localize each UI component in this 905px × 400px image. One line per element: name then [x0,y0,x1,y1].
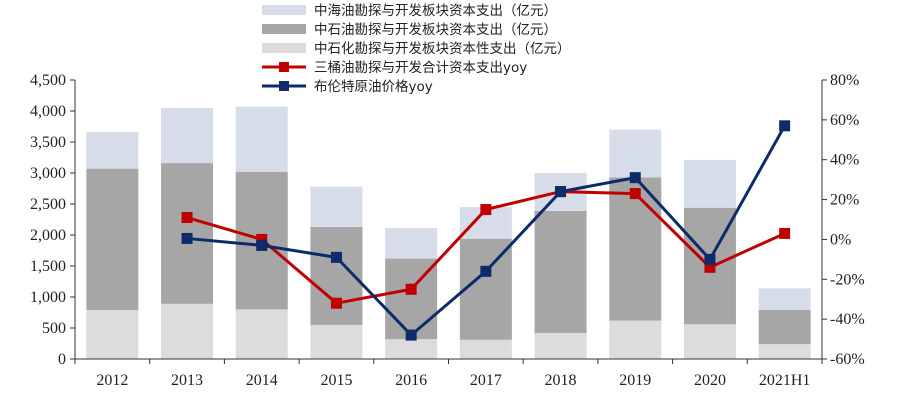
left-tick-label: 1,000 [30,289,66,306]
x-tick-label: 2021H1 [759,372,811,389]
bar-segment-0-2012 [86,310,139,359]
bar-segment-0-2013 [161,303,214,359]
bar-segment-0-2021H1 [758,344,811,359]
legend-swatch-0 [262,5,306,15]
line-point-1-2014 [256,239,268,251]
right-tick-label: 0% [830,231,851,248]
bar-segment-2-2015 [310,186,363,227]
line-point-1-2021H1 [779,120,791,132]
legend-label-0: 中海油勘探与开发板块资本支出（亿元） [314,3,557,19]
line-point-1-2017 [480,265,492,277]
left-tick-label: 4,000 [30,103,66,120]
legend-label-4: 布伦特原油价格yoy [314,79,433,95]
x-tick-label: 2014 [246,372,278,389]
line-point-1-2020 [704,253,716,265]
line-point-0-2016 [405,283,417,295]
bar-segment-2-2013 [161,107,214,164]
bar-segment-1-2021H1 [758,310,811,345]
bar-segment-1-2017 [459,238,512,340]
line-point-1-2018 [555,186,567,198]
line-point-1-2015 [330,251,342,263]
legend-swatch-1 [262,24,306,34]
right-tick-label: -20% [830,271,865,288]
left-tick-label: 3,500 [30,134,66,151]
left-tick-label: 0 [58,351,66,368]
right-tick-label: -60% [830,351,865,368]
bar-segment-2-2020 [683,159,736,208]
legend-label-3: 三桶油勘探与开发合计资本支出yoy [314,60,527,76]
left-tick-label: 500 [42,320,66,337]
x-tick-label: 2017 [470,372,502,389]
bar-segment-1-2018 [534,210,587,333]
bar-segment-0-2016 [385,339,438,359]
bar-segment-2-2012 [86,132,139,169]
bar-segment-0-2015 [310,324,363,359]
bar-segment-0-2014 [235,309,288,359]
bar-segment-2-2021H1 [758,288,811,311]
x-tick-label: 2020 [694,372,726,389]
bar-segment-2-2014 [235,106,288,172]
left-tick-label: 1,500 [30,258,66,275]
x-tick-label: 2015 [320,372,352,389]
legend-swatch-2 [262,43,306,53]
legend-marker-4 [279,81,289,91]
x-tick-label: 2012 [96,372,128,389]
line-point-0-2014 [256,233,268,245]
bars-layer [86,106,811,359]
legend-label-2: 中石化勘探与开发板块资本性支出（亿元） [314,41,571,57]
line-point-0-2017 [480,204,492,216]
line-point-0-2019 [629,188,641,200]
x-tick-label: 2013 [171,372,203,389]
line-point-0-2021H1 [779,227,791,239]
bar-segment-1-2012 [86,168,139,311]
left-tick-label: 4,500 [30,72,66,89]
axes-layer: 0 500 1,000 1,500 2,000 2,500 3,000 3,500 4,000 4… [30,72,865,389]
lines-layer [181,120,791,341]
bar-segment-1-2019 [609,177,662,321]
legend: 中海油勘探与开发板块资本支出（亿元） 中石油勘探与开发板块资本支出（亿元） 中石化勘… [262,3,571,95]
legend-marker-3 [279,62,289,72]
legend-label-1: 中石油勘探与开发板块资本支出（亿元） [314,22,557,38]
bar-segment-2-2019 [609,129,662,178]
bar-segment-0-2019 [609,320,662,359]
line-point-1-2016 [405,329,417,341]
bar-segment-0-2018 [534,332,587,359]
left-tick-label: 2,500 [30,196,66,213]
line-point-0-2020 [704,261,716,273]
right-tick-label: 60% [830,112,859,129]
right-tick-label: 40% [830,152,859,169]
bar-segment-2-2016 [385,228,438,259]
x-tick-label: 2016 [395,372,427,389]
line-point-0-2015 [330,297,342,309]
right-tick-label: 80% [830,72,859,89]
right-tick-label: 20% [830,192,859,209]
line-point-1-2013 [181,232,193,244]
left-tick-label: 2,000 [30,227,66,244]
right-tick-label: -40% [830,311,865,328]
bar-segment-0-2020 [683,324,736,359]
x-tick-label: 2018 [545,372,577,389]
line-point-0-2013 [181,212,193,224]
x-tick-label: 2019 [619,372,651,389]
bar-segment-0-2017 [459,339,512,359]
line-point-1-2019 [629,172,641,184]
left-tick-label: 3,000 [30,165,66,182]
